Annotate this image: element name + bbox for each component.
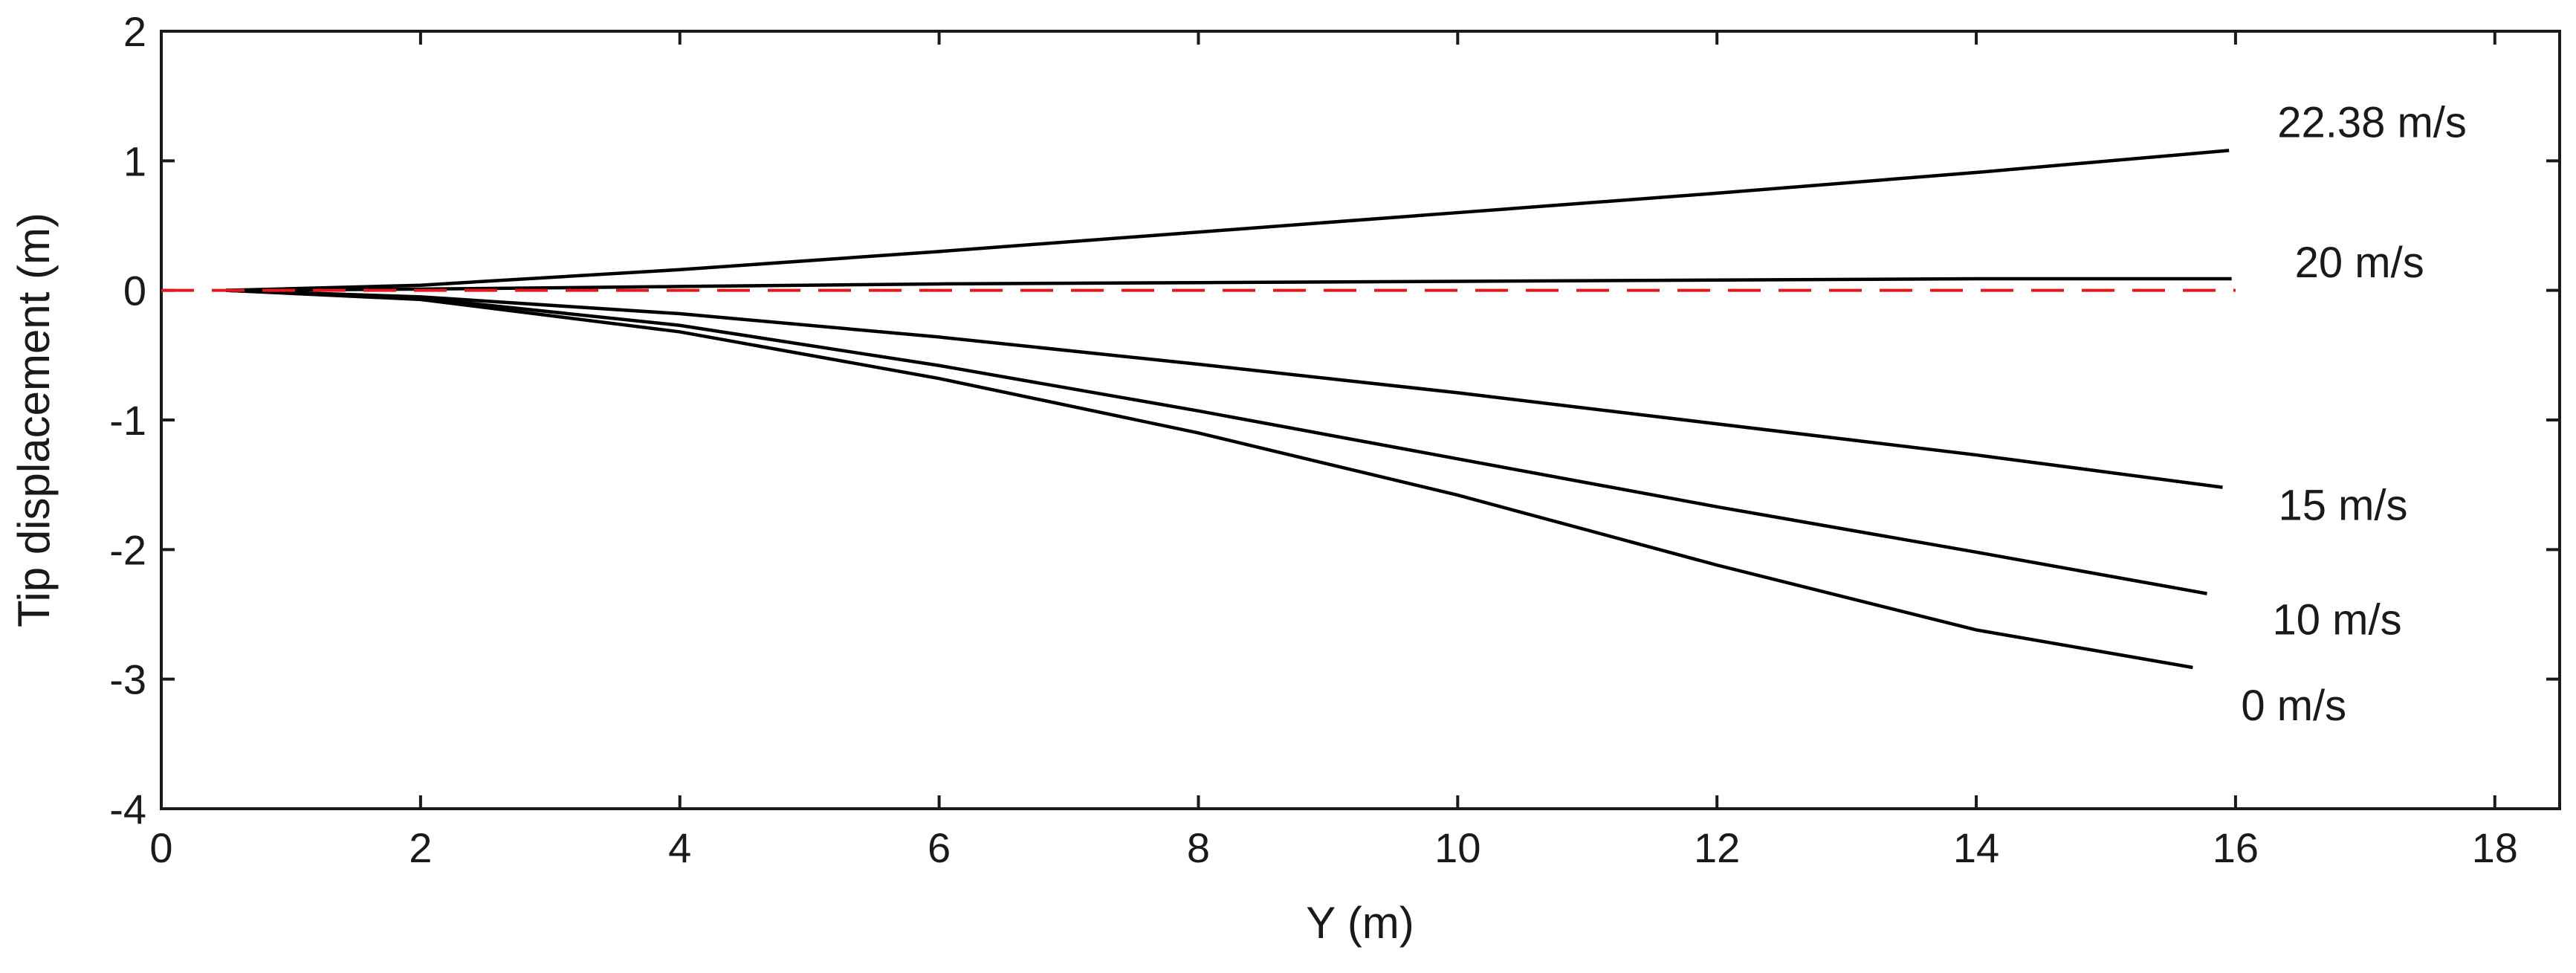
x-tick-label: 0 [149,824,172,871]
x-tick-label: 12 [1694,824,1740,871]
y-tick-label: -1 [109,397,146,444]
series-label: 0 m/s [2241,682,2346,730]
x-tick-label: 2 [409,824,432,871]
series-line [226,288,2223,489]
y-axis-title: Tip displacement (m) [9,213,59,627]
x-tick-label: 6 [928,824,951,871]
y-tick-label: 0 [123,268,146,314]
x-tick-label: 16 [2213,824,2259,871]
y-tick-label: 1 [123,138,146,184]
x-tick-label: 14 [1953,824,1999,871]
series-line [226,277,2232,292]
series-line [226,288,2193,670]
y-tick-label: -3 [109,656,146,703]
x-tick-label: 4 [668,824,691,871]
series-label: 10 m/s [2273,596,2402,644]
x-tick-label: 10 [1434,824,1480,871]
series-label: 20 m/s [2295,239,2424,287]
y-tick-label: 2 [123,8,146,55]
y-tick-label: -4 [109,786,146,833]
x-tick-label: 8 [1187,824,1210,871]
x-axis-title: Y (m) [1306,898,1414,948]
series-line [226,288,2207,595]
y-tick-label: -2 [109,526,146,573]
series-label: 15 m/s [2278,482,2407,530]
series-line [226,149,2230,292]
series-label: 22.38 m/s [2277,98,2467,146]
x-tick-label: 18 [2472,824,2518,871]
plot-frame [160,30,2561,810]
